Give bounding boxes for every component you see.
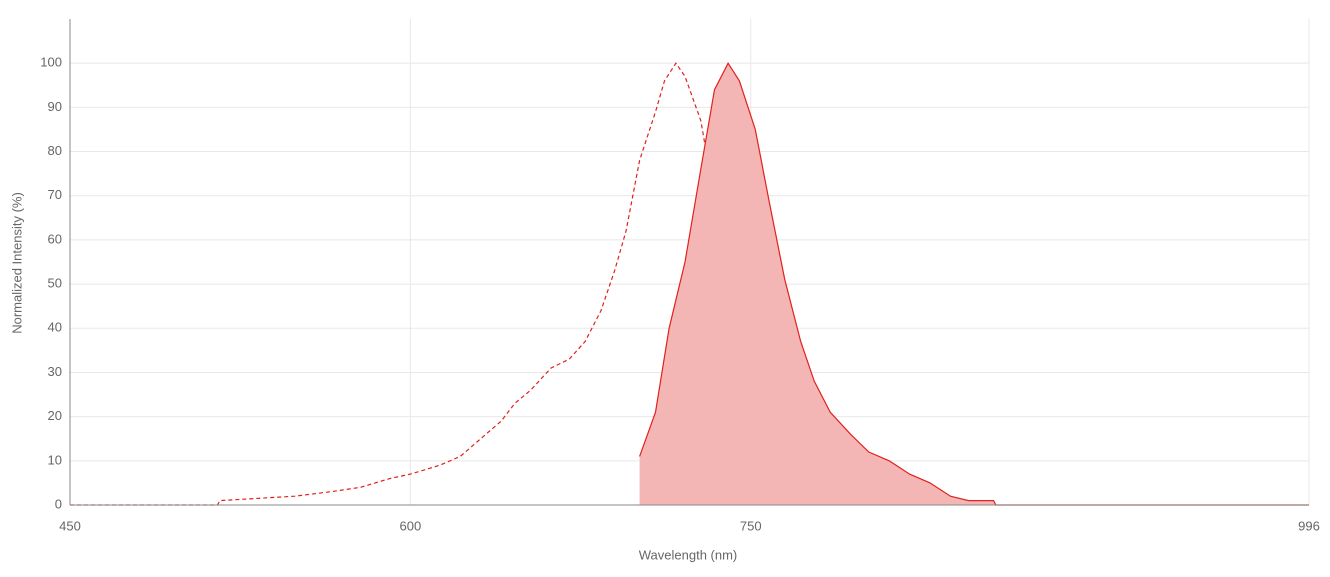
y-tick-label: 30 — [48, 364, 62, 379]
x-tick-label: 600 — [400, 518, 422, 533]
area-fill — [639, 63, 1309, 505]
y-axis-label: Normalized Intensity (%) — [9, 192, 24, 334]
spectrum-line — [70, 62, 756, 506]
spectrum-line — [639, 61, 1309, 506]
y-tick-label: 20 — [48, 408, 62, 423]
y-tick-label: 80 — [48, 143, 62, 158]
x-tick-label: 450 — [59, 518, 81, 533]
y-tick-label: 70 — [48, 187, 62, 202]
y-tick-label: 0 — [55, 496, 62, 511]
y-tick-label: 60 — [48, 231, 62, 246]
y-tick-label: 40 — [48, 320, 62, 335]
y-tick-label: 100 — [40, 55, 62, 70]
y-tick-label: 10 — [48, 452, 62, 467]
x-tick-label: 996 — [1298, 518, 1320, 533]
y-tick-label: 90 — [48, 99, 62, 114]
x-tick-label: 750 — [740, 518, 762, 533]
x-axis-label: Wavelength (nm) — [639, 547, 738, 562]
y-tick-label: 50 — [48, 276, 62, 291]
